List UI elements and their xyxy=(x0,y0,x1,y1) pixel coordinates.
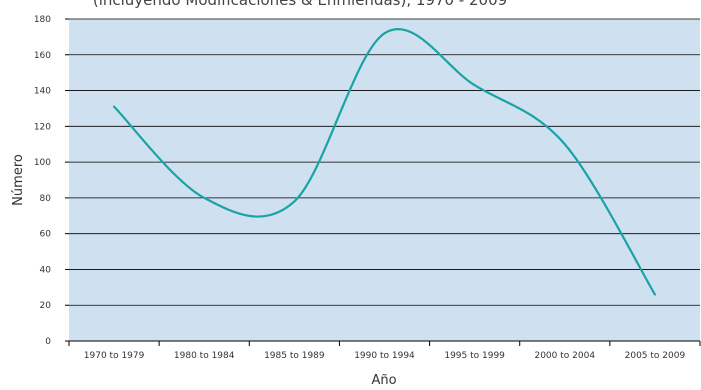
y-tick-label: 100 xyxy=(34,158,51,168)
x-tick-label: 2000 to 2004 xyxy=(534,351,595,361)
y-tick-label: 40 xyxy=(40,265,52,275)
gridlines xyxy=(69,18,700,306)
x-tick-label: 1980 to 1984 xyxy=(174,351,235,361)
y-axis-title: Número xyxy=(11,154,26,206)
chart-title: (incluyendo Modificaciones & Enmiendas),… xyxy=(93,0,507,9)
x-tick-label: 1990 to 1994 xyxy=(354,351,415,361)
series-line xyxy=(112,28,657,296)
x-tick-label: 1970 to 1979 xyxy=(84,351,145,361)
y-tick-label: 80 xyxy=(40,194,52,204)
y-tick-label: 120 xyxy=(34,122,51,132)
plot-area xyxy=(69,19,700,341)
y-axis-ticks: 0 20 40 60 80 100 120 140 160 180 xyxy=(34,15,69,347)
x-tick-label: 1985 to 1989 xyxy=(264,351,325,361)
y-tick-label: 180 xyxy=(34,15,51,25)
y-tick-label: 60 xyxy=(40,230,52,240)
x-axis-title: Año xyxy=(371,373,396,388)
y-tick-label: 140 xyxy=(34,87,51,97)
x-axis-ticks: 1970 to 1979 1980 to 1984 1985 to 1989 1990… xyxy=(68,341,701,361)
x-tick-label: 1995 to 1999 xyxy=(444,351,505,361)
y-tick-label: 20 xyxy=(40,301,52,311)
y-tick-label: 160 xyxy=(34,51,51,61)
x-tick-label: 2005 to 2009 xyxy=(625,351,686,361)
y-tick-label: 0 xyxy=(45,337,51,347)
